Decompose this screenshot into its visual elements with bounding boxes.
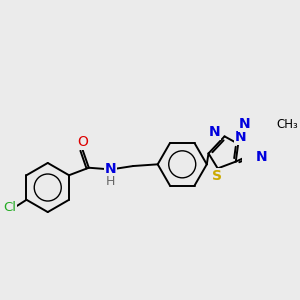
Text: S: S: [212, 169, 222, 183]
Text: N: N: [235, 130, 247, 144]
Text: N: N: [239, 117, 251, 131]
Text: CH₃: CH₃: [276, 118, 298, 130]
Text: N: N: [105, 162, 117, 176]
Text: H: H: [106, 175, 115, 188]
Text: O: O: [77, 136, 88, 149]
Text: N: N: [256, 150, 267, 164]
Text: N: N: [209, 125, 221, 139]
Text: Cl: Cl: [3, 201, 16, 214]
